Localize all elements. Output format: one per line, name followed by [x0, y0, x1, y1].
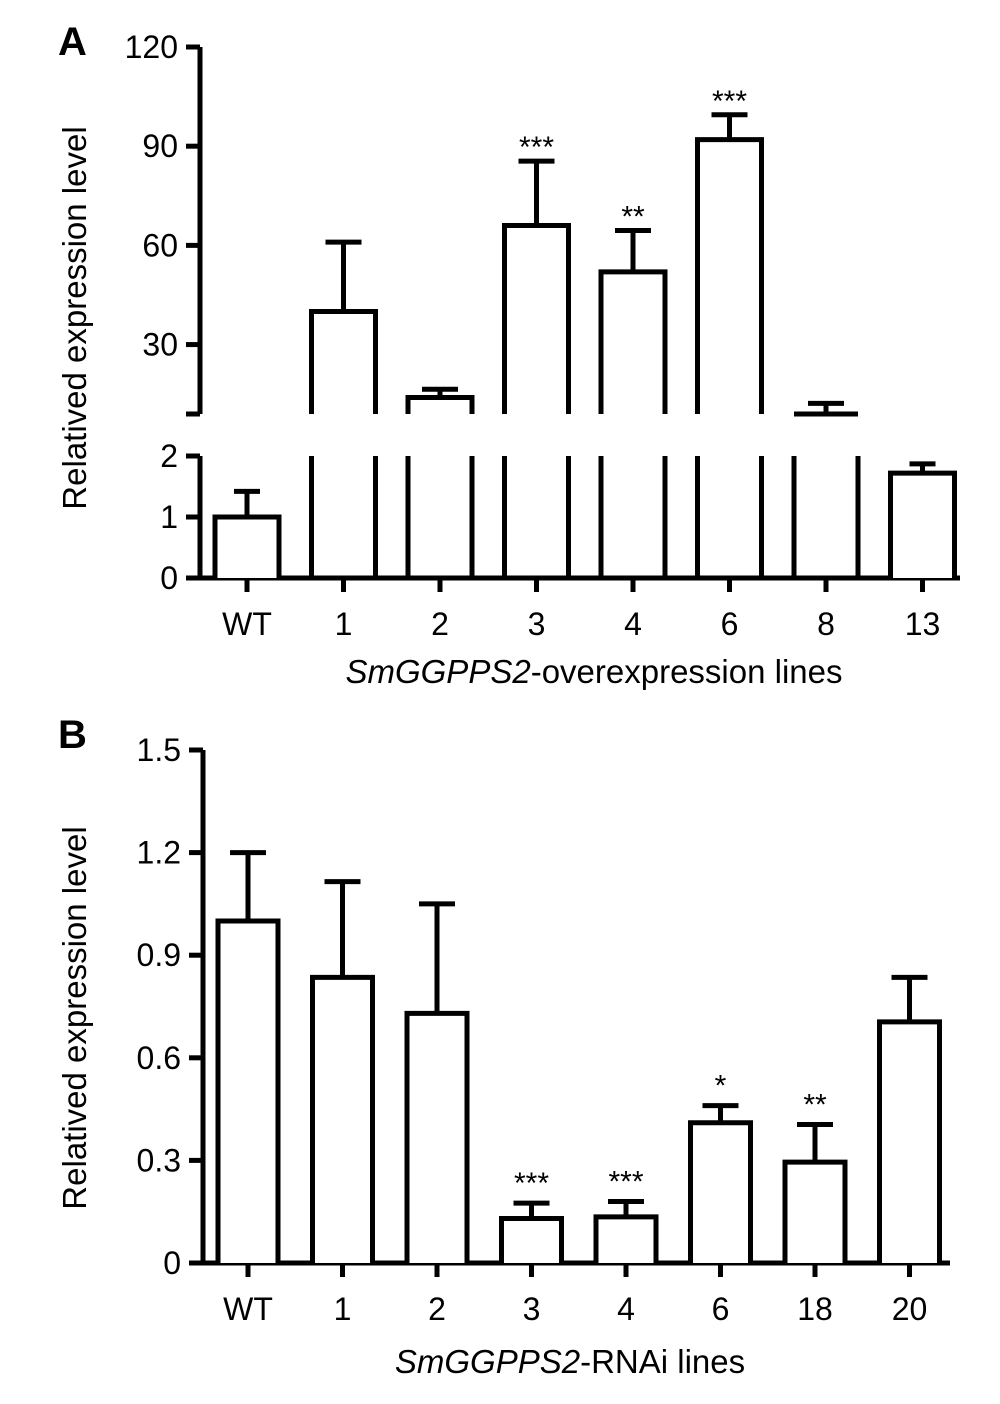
panel-b-significance-label: **	[803, 1088, 827, 1121]
panel-b-x-tick-label: 6	[712, 1291, 730, 1327]
panel-a-bar	[405, 394, 475, 414]
panel-a-bar	[502, 223, 571, 414]
panel-a-y-tick-label: 2	[160, 438, 178, 474]
panel-a-significance-label: ***	[712, 85, 747, 118]
panel-b-y-tick-label: 0.6	[137, 1040, 181, 1076]
panel-b-label: B	[58, 713, 87, 757]
panel-b-bars: *** ******	[215, 850, 942, 1263]
panel-b-y-tick-label: 1.2	[137, 835, 181, 871]
panel-b-bar	[215, 918, 281, 1263]
panel-b-bar	[404, 1010, 470, 1263]
panel-a-y-tick-label: 90	[142, 128, 178, 164]
panel-b-x-axis-title-gene: SmGGPPS2	[395, 1343, 580, 1380]
panel-a-y-tick-label: 120	[125, 29, 178, 65]
panel-b-bar	[593, 1214, 659, 1263]
panel-a-y-tick-label: 30	[142, 327, 178, 363]
panel-b-bar	[782, 1159, 848, 1263]
panel-a-x-tick-label: 6	[721, 606, 739, 642]
panel-a-bar	[212, 514, 282, 578]
panel-a-y-tick-label: 1	[160, 499, 178, 535]
panel-a-x-axis-title-rest: -overexpression lines	[531, 653, 843, 690]
panel-b-significance-label: *	[715, 1070, 727, 1103]
panel-a-x-tick-label: 1	[335, 606, 353, 642]
panel-a-label: A	[58, 20, 87, 64]
panel-a-x-tick-label: 4	[624, 606, 642, 642]
panel-b-x-tick-label: 3	[523, 1291, 541, 1327]
panel-a-x-axis-title: SmGGPPS2-overexpression lines	[345, 653, 842, 690]
panel-b-x-tick-label: 4	[617, 1291, 635, 1327]
panel-a-x-axis-title-gene: SmGGPPS2	[345, 653, 530, 690]
panel-b-bar	[688, 1120, 753, 1263]
panel-a-bar	[309, 309, 378, 414]
panel-b-y-tick-label: 0.3	[137, 1142, 181, 1178]
panel-b-x-axis-title: SmGGPPS2-RNAi lines	[395, 1343, 745, 1380]
panel-b-bar	[310, 974, 375, 1263]
panel-b-y-tick-label: 0	[163, 1245, 181, 1281]
panel-b-x-tick-label: 18	[797, 1291, 833, 1327]
panel-b-y-axis-title: Relatived expression level	[56, 826, 93, 1209]
panel-a-bar	[695, 137, 764, 414]
panel-b-bar	[499, 1216, 564, 1263]
panel-a-x-tick-label: 2	[431, 606, 449, 642]
panel-a-y-tick-label: 0	[160, 560, 178, 596]
panel-a-x-tick-label: 8	[817, 606, 835, 642]
panel-a-bar	[888, 470, 957, 578]
panel-b-x-tick-label: WT	[223, 1291, 273, 1327]
panel-b-x-tick-label: 20	[892, 1291, 928, 1327]
panel-a-significance-label: **	[621, 201, 645, 234]
panel-b-x-axis-title-rest: -RNAi lines	[580, 1343, 745, 1380]
panel-b-y-tick-label: 0.9	[137, 937, 181, 973]
panel-b-significance-label: ***	[608, 1165, 643, 1198]
panel-a-x-tick-label: 3	[528, 606, 546, 642]
panel-a-bar	[598, 269, 668, 414]
panel-b-significance-label: ***	[514, 1167, 549, 1200]
panel-b-bar	[877, 1019, 942, 1263]
panel-a-x-tick-label: 13	[905, 606, 941, 642]
panel-a-y-axis-title: Relatived expression level	[56, 126, 93, 509]
panel-b: B 00.30.60.91.21.5WT 1 2 3 4 6 18 20 *** ****** …	[56, 713, 950, 1380]
panel-b-x-tick-label: 2	[428, 1291, 446, 1327]
panel-b-x-tick-label: 1	[334, 1291, 352, 1327]
panel-a-axes: 30 60 90 120 0 1 2 WT 1 2 3 4 6 8 13	[125, 29, 960, 642]
panel-a-x-tick-label: WT	[222, 606, 272, 642]
panel-a-significance-label: ***	[519, 131, 554, 164]
panel-b-y-tick-label: 1.5	[137, 732, 181, 768]
panel-a-bars: ********	[212, 85, 957, 578]
panel-a-y-tick-label: 60	[142, 227, 178, 263]
